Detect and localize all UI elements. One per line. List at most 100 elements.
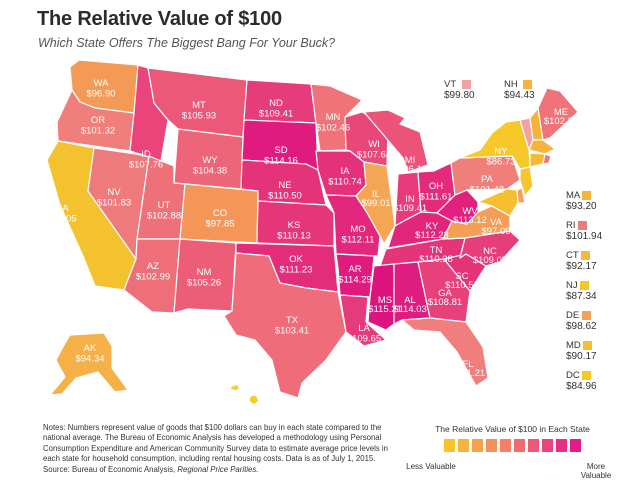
state-label-tn: TN — [430, 245, 443, 256]
ct-abbr: CT — [566, 250, 579, 261]
state-value-tx: $103.41 — [275, 326, 309, 337]
state-ga — [417, 258, 471, 323]
item-ri: RI $101.94 — [566, 220, 626, 250]
item-ct: CT $92.17 — [566, 250, 626, 280]
state-label-mi: MI — [405, 155, 416, 166]
ri-swatch — [578, 220, 588, 230]
state-label-ny: NY — [494, 146, 508, 157]
state-ak — [49, 332, 129, 396]
state-label-wa: WA — [94, 78, 110, 89]
state-label-va: VA — [490, 217, 503, 228]
state-label-or: OR — [91, 115, 105, 126]
state-value-nv: $101.83 — [97, 198, 131, 209]
vt-value: $99.80 — [444, 90, 475, 101]
state-label-mo: MO — [350, 224, 365, 235]
legend-swatch — [514, 439, 525, 452]
state-ct — [529, 152, 546, 168]
state-label-al: AL — [404, 295, 416, 306]
state-mi — [363, 109, 429, 173]
state-value-id: $107.76 — [129, 160, 163, 171]
item-md: MD $90.17 — [566, 340, 626, 370]
md-abbr: MD — [566, 340, 581, 351]
state-label-ia: IA — [341, 166, 351, 177]
legend-swatch — [528, 439, 539, 452]
state-label-ut: UT — [158, 200, 171, 211]
state-value-ca: $89.05 — [47, 214, 76, 225]
ct-value: $92.17 — [566, 261, 597, 272]
state-hi-island — [248, 394, 260, 406]
nj-abbr: NJ — [566, 280, 578, 291]
state-nj — [519, 166, 534, 197]
state-fl — [401, 317, 489, 387]
nj-value: $87.34 — [566, 291, 597, 302]
ma-value: $93.20 — [566, 201, 597, 212]
state-label-ar: AR — [348, 264, 361, 275]
state-value-sc: $110.50 — [445, 280, 479, 291]
dc-value: $84.96 — [566, 381, 597, 392]
state-label-co: CO — [213, 208, 227, 219]
state-ri — [542, 153, 552, 165]
state-label-me: ME — [554, 107, 568, 118]
state-value-ks: $110.13 — [277, 231, 311, 242]
state-label-sc: SC — [455, 271, 468, 282]
state-la — [339, 294, 387, 347]
legend-swatch — [444, 439, 455, 452]
state-nm — [173, 238, 237, 314]
ma-abbr: MA — [566, 190, 580, 201]
state-ks — [256, 200, 335, 247]
state-label-ne: NE — [278, 180, 291, 191]
state-value-la: $109.65 — [347, 334, 381, 345]
de-value: $98.62 — [566, 321, 597, 332]
state-label-pa: PA — [481, 174, 494, 185]
item-de: DE $98.62 — [566, 310, 626, 340]
state-value-wa: $96.90 — [86, 89, 115, 100]
state-value-al: $114.03 — [393, 304, 427, 315]
state-il — [355, 161, 396, 245]
state-value-ut: $102.88 — [147, 211, 181, 222]
legend-swatch — [458, 439, 469, 452]
source-title: Regional Price Parities. — [177, 464, 259, 474]
small-state-list: MA $93.20 RI $101.94 CT $92.17 NJ $87.34… — [566, 190, 626, 400]
state-value-mo: $112.11 — [342, 235, 375, 246]
item-dc: DC $84.96 — [566, 370, 626, 400]
legend-swatch — [500, 439, 511, 452]
state-value-me: $102.35 — [544, 116, 578, 127]
state-label-az: AZ — [147, 261, 159, 272]
notes-text: Notes: Numbers represent value of goods … — [43, 423, 388, 464]
state-value-pa: $101.42 — [470, 185, 504, 196]
ri-value: $101.94 — [566, 231, 603, 242]
state-label-sd: SD — [274, 145, 287, 156]
state-value-tn: $110.38 — [419, 254, 453, 265]
state-label-mn: MN — [326, 112, 341, 123]
notes-block: Notes: Numbers represent value of goods … — [43, 423, 388, 475]
state-value-or: $101.32 — [81, 126, 115, 137]
state-value-wy: $104.38 — [193, 166, 227, 177]
state-value-mi: $106.16 — [393, 164, 427, 175]
source-prefix: Source: Bureau of Economic Analysis, — [43, 464, 178, 474]
ri-abbr: RI — [566, 220, 576, 231]
state-label-il: IL — [372, 189, 380, 200]
state-ma — [528, 139, 556, 155]
state-md — [477, 188, 519, 217]
state-value-ar: $114.29 — [338, 275, 372, 286]
state-label-ok: OK — [289, 254, 303, 265]
state-label-tx: TX — [286, 315, 299, 326]
state-label-ks: KS — [288, 220, 301, 231]
state-value-nd: $109.41 — [259, 109, 293, 120]
state-label-nm: NM — [197, 267, 212, 278]
dc-abbr: DC — [566, 370, 580, 381]
state-label-ak: AK — [84, 343, 97, 354]
callout-vt: VT $99.80 — [444, 79, 475, 101]
state-value-mt: $105.93 — [182, 111, 216, 122]
state-label-wy: WY — [202, 155, 218, 166]
callout-nh: NH $94.43 — [504, 79, 535, 101]
vt-swatch — [461, 79, 471, 89]
state-value-ok: $111.23 — [280, 265, 313, 276]
state-value-mn: $102.46 — [316, 123, 350, 134]
state-value-wv: $113.12 — [453, 215, 487, 226]
state-value-wi: $107.64 — [357, 150, 391, 161]
source-line: Source: Bureau of Economic Analysis, Reg… — [43, 465, 388, 475]
item-nj: NJ $87.34 — [566, 280, 626, 310]
legend-scale — [410, 439, 615, 452]
